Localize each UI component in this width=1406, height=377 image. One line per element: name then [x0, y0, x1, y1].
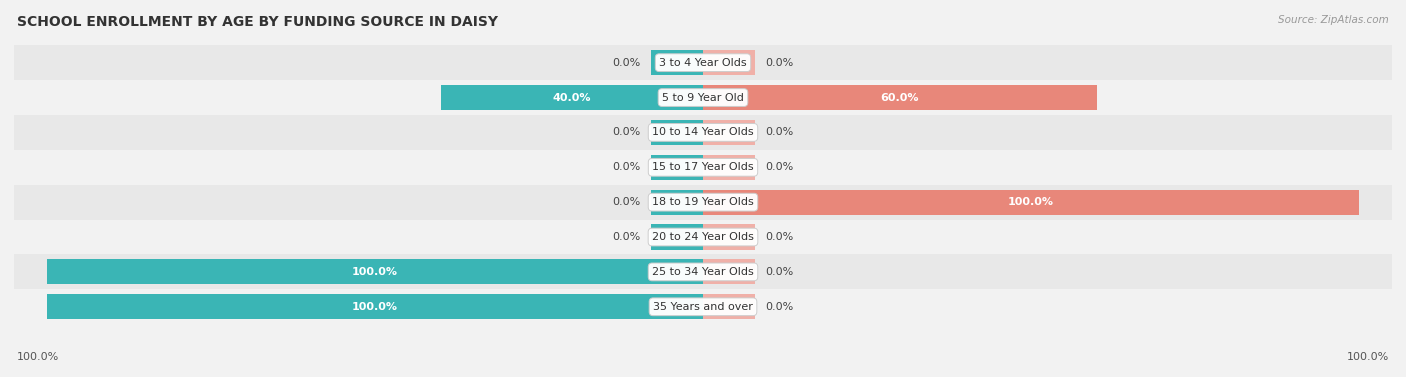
Bar	[703, 50, 755, 75]
Text: 0.0%: 0.0%	[613, 232, 641, 242]
Text: 100.0%: 100.0%	[1347, 352, 1389, 362]
Text: 0.0%: 0.0%	[613, 127, 641, 138]
Bar	[46, 259, 703, 285]
Text: 40.0%: 40.0%	[553, 92, 591, 103]
Text: 20 to 24 Year Olds: 20 to 24 Year Olds	[652, 232, 754, 242]
Bar	[651, 120, 703, 145]
Bar	[14, 45, 1392, 80]
Text: 5 to 9 Year Old: 5 to 9 Year Old	[662, 92, 744, 103]
Bar	[14, 254, 1392, 290]
Text: 0.0%: 0.0%	[613, 58, 641, 68]
Text: Source: ZipAtlas.com: Source: ZipAtlas.com	[1278, 15, 1389, 25]
Text: 0.0%: 0.0%	[613, 197, 641, 207]
Bar	[440, 85, 703, 110]
Text: SCHOOL ENROLLMENT BY AGE BY FUNDING SOURCE IN DAISY: SCHOOL ENROLLMENT BY AGE BY FUNDING SOUR…	[17, 15, 498, 29]
Text: 25 to 34 Year Olds: 25 to 34 Year Olds	[652, 267, 754, 277]
Text: 3 to 4 Year Olds: 3 to 4 Year Olds	[659, 58, 747, 68]
Bar	[14, 80, 1392, 115]
Text: 60.0%: 60.0%	[880, 92, 920, 103]
Bar	[651, 50, 703, 75]
Text: 100.0%: 100.0%	[352, 267, 398, 277]
Bar	[14, 115, 1392, 150]
Text: 100.0%: 100.0%	[352, 302, 398, 312]
Bar	[14, 289, 1392, 324]
Text: 0.0%: 0.0%	[765, 127, 793, 138]
Bar	[14, 219, 1392, 254]
Text: 0.0%: 0.0%	[765, 232, 793, 242]
Bar	[703, 294, 755, 319]
Text: 0.0%: 0.0%	[765, 58, 793, 68]
Text: 18 to 19 Year Olds: 18 to 19 Year Olds	[652, 197, 754, 207]
Bar	[14, 150, 1392, 185]
Text: 0.0%: 0.0%	[765, 302, 793, 312]
Bar	[703, 190, 1360, 215]
Bar	[651, 190, 703, 215]
Text: 100.0%: 100.0%	[17, 352, 59, 362]
Text: 10 to 14 Year Olds: 10 to 14 Year Olds	[652, 127, 754, 138]
Bar	[703, 120, 755, 145]
Bar	[703, 155, 755, 180]
Text: 100.0%: 100.0%	[1008, 197, 1054, 207]
Text: 15 to 17 Year Olds: 15 to 17 Year Olds	[652, 162, 754, 172]
Text: 0.0%: 0.0%	[613, 162, 641, 172]
Bar	[651, 155, 703, 180]
Bar	[14, 185, 1392, 219]
Text: 35 Years and over: 35 Years and over	[652, 302, 754, 312]
Bar	[46, 294, 703, 319]
Bar	[703, 85, 1097, 110]
Text: 0.0%: 0.0%	[765, 162, 793, 172]
Bar	[651, 224, 703, 250]
Bar	[703, 224, 755, 250]
Bar	[703, 259, 755, 285]
Text: 0.0%: 0.0%	[765, 267, 793, 277]
